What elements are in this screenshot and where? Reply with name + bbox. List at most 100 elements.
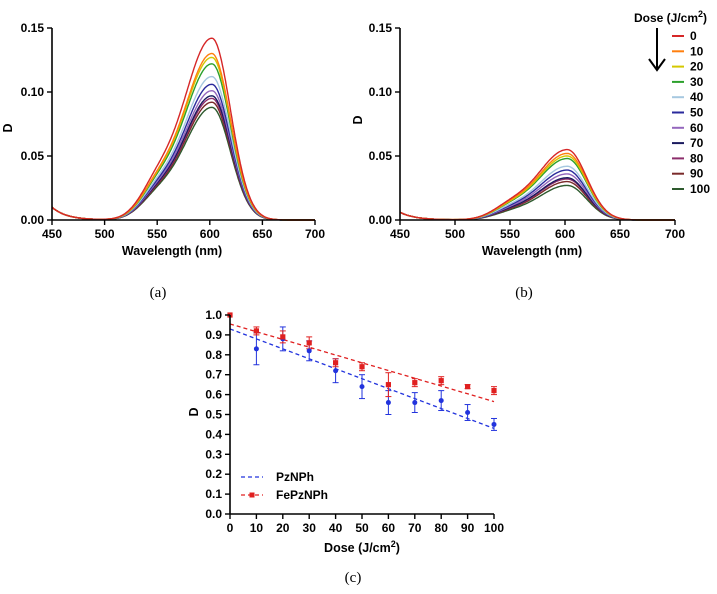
point-pznph [333, 368, 339, 374]
panel-c-x-ticks: 0 10 20 30 40 50 60 70 80 90 100 [227, 514, 504, 535]
fit-line-fepznph [229, 323, 495, 403]
x-tick-label: 50 [355, 521, 369, 535]
x-tick-label: 0 [227, 521, 234, 535]
panel-c-legend: PzNPh FePzNPh [241, 470, 328, 502]
point-pznph [438, 398, 444, 404]
dose-legend-title: Dose (J/cm2) [634, 9, 707, 25]
x-tick-label: 450 [42, 227, 62, 241]
x-tick-label: 500 [95, 227, 115, 241]
panel-a-x-axis-title: Wavelength (nm) [122, 244, 222, 258]
point-pznph [412, 400, 418, 406]
y-tick-label: 0.10 [369, 85, 393, 99]
panel-c-x-axis-title: Dose (J/cm2) [324, 539, 400, 555]
panel-a-x-ticks: 450 500 550 600 650 700 [42, 220, 325, 241]
point-fepznph [306, 340, 312, 346]
arrow-down-icon [648, 28, 666, 72]
panel-a-label: (a) [150, 285, 167, 301]
legend-label-dose-0: 0 [690, 29, 697, 43]
point-pznph [306, 348, 312, 354]
panel-a-curves [51, 37, 315, 221]
x-tick-label: 40 [329, 521, 343, 535]
panel-b-curves [399, 148, 675, 221]
spectrum-line-dose-0 [51, 37, 315, 221]
y-tick-label: 0.05 [21, 149, 45, 163]
legend-label-dose-20: 20 [690, 60, 704, 74]
x-tick-label: 550 [500, 227, 520, 241]
x-tick-label: 600 [200, 227, 220, 241]
y-tick-label: 0.9 [205, 328, 222, 342]
legend-label-pznph: PzNPh [276, 470, 314, 484]
legend-label-fepznph: FePzNPh [276, 488, 328, 502]
y-tick-label: 0.00 [21, 213, 45, 227]
panel-b-label: (b) [515, 285, 533, 301]
y-tick-label: 0.5 [205, 408, 222, 422]
y-tick-label: 0.3 [205, 447, 222, 461]
legend-label-dose-40: 40 [690, 90, 704, 104]
point-fepznph [359, 364, 365, 370]
x-tick-label: 90 [461, 521, 475, 535]
y-tick-label: 0.4 [205, 427, 222, 441]
y-tick-label: 0.6 [205, 388, 222, 402]
spectrum-line-dose-100 [51, 106, 315, 221]
y-tick-label: 0.1 [205, 487, 222, 501]
panel-c-error-bars [253, 326, 497, 431]
point-fepznph [333, 360, 339, 366]
point-pznph [491, 421, 497, 427]
y-tick-label: 0.8 [205, 348, 222, 362]
panel-b-y-ticks: 0.00 0.05 0.10 0.15 [369, 21, 400, 227]
y-tick-label: 0.15 [21, 21, 45, 35]
x-tick-label: 500 [445, 227, 465, 241]
legend-label-dose-10: 10 [690, 44, 704, 58]
y-tick-label: 1.0 [205, 308, 222, 322]
x-tick-label: 100 [484, 521, 504, 535]
spectrum-line-dose-70 [399, 176, 675, 221]
y-tick-label: 0.00 [369, 213, 393, 227]
point-fepznph [253, 328, 259, 334]
x-tick-label: 600 [555, 227, 575, 241]
legend-label-dose-60: 60 [690, 121, 704, 135]
legend-label-dose-30: 30 [690, 75, 704, 89]
y-tick-label: 0.0 [205, 507, 222, 521]
panel-c: 0.0 0.1 0.2 0.3 0.4 0.5 0.6 0.7 0.8 0.9 1.0 0 10 20 3… [187, 308, 504, 586]
y-tick-label: 0.7 [205, 368, 222, 382]
legend-marker-fepznph [249, 492, 255, 498]
y-tick-label: 0.2 [205, 467, 222, 481]
x-tick-label: 60 [382, 521, 396, 535]
x-tick-label: 450 [390, 227, 410, 241]
panel-c-y-axis-title: D [187, 407, 201, 416]
legend-label-dose-70: 70 [690, 136, 704, 150]
x-tick-label: 650 [610, 227, 630, 241]
point-fepznph [438, 378, 444, 384]
panel-a: 0.00 0.05 0.10 0.15 450 500 550 600 650 700 Wave… [1, 21, 325, 301]
panel-a-y-ticks: 0.00 0.05 0.10 0.15 [21, 21, 52, 227]
spectrum-line-dose-50 [51, 83, 315, 221]
panel-b-y-axis-title: D [351, 115, 365, 124]
panel-a-y-axis-title: D [1, 123, 15, 132]
legend-label-dose-90: 90 [690, 167, 704, 181]
panel-b: 0.00 0.05 0.10 0.15 450 500 550 600 650 700 Wave… [351, 21, 685, 301]
x-tick-label: 30 [303, 521, 317, 535]
panel-c-points [227, 312, 497, 427]
x-tick-label: 700 [665, 227, 685, 241]
panel-b-x-axis-title: Wavelength (nm) [482, 244, 582, 258]
panel-c-label: (c) [345, 570, 362, 586]
point-fepznph [465, 384, 471, 390]
point-pznph [359, 384, 365, 390]
y-tick-label: 0.10 [21, 85, 45, 99]
point-fepznph [280, 334, 286, 340]
point-pznph [465, 410, 471, 416]
point-fepznph [412, 380, 418, 386]
point-fepznph [385, 382, 391, 388]
y-tick-label: 0.05 [369, 149, 393, 163]
panel-c-y-ticks: 0.0 0.1 0.2 0.3 0.4 0.5 0.6 0.7 0.8 0.9 1.0 [205, 308, 230, 521]
panel-b-x-ticks: 450 500 550 600 650 700 [390, 220, 685, 241]
point-pznph [253, 346, 259, 352]
point-pznph [385, 400, 391, 406]
x-tick-label: 20 [276, 521, 290, 535]
y-tick-label: 0.15 [369, 21, 393, 35]
legend-label-dose-80: 80 [690, 151, 704, 165]
x-tick-label: 700 [305, 227, 325, 241]
